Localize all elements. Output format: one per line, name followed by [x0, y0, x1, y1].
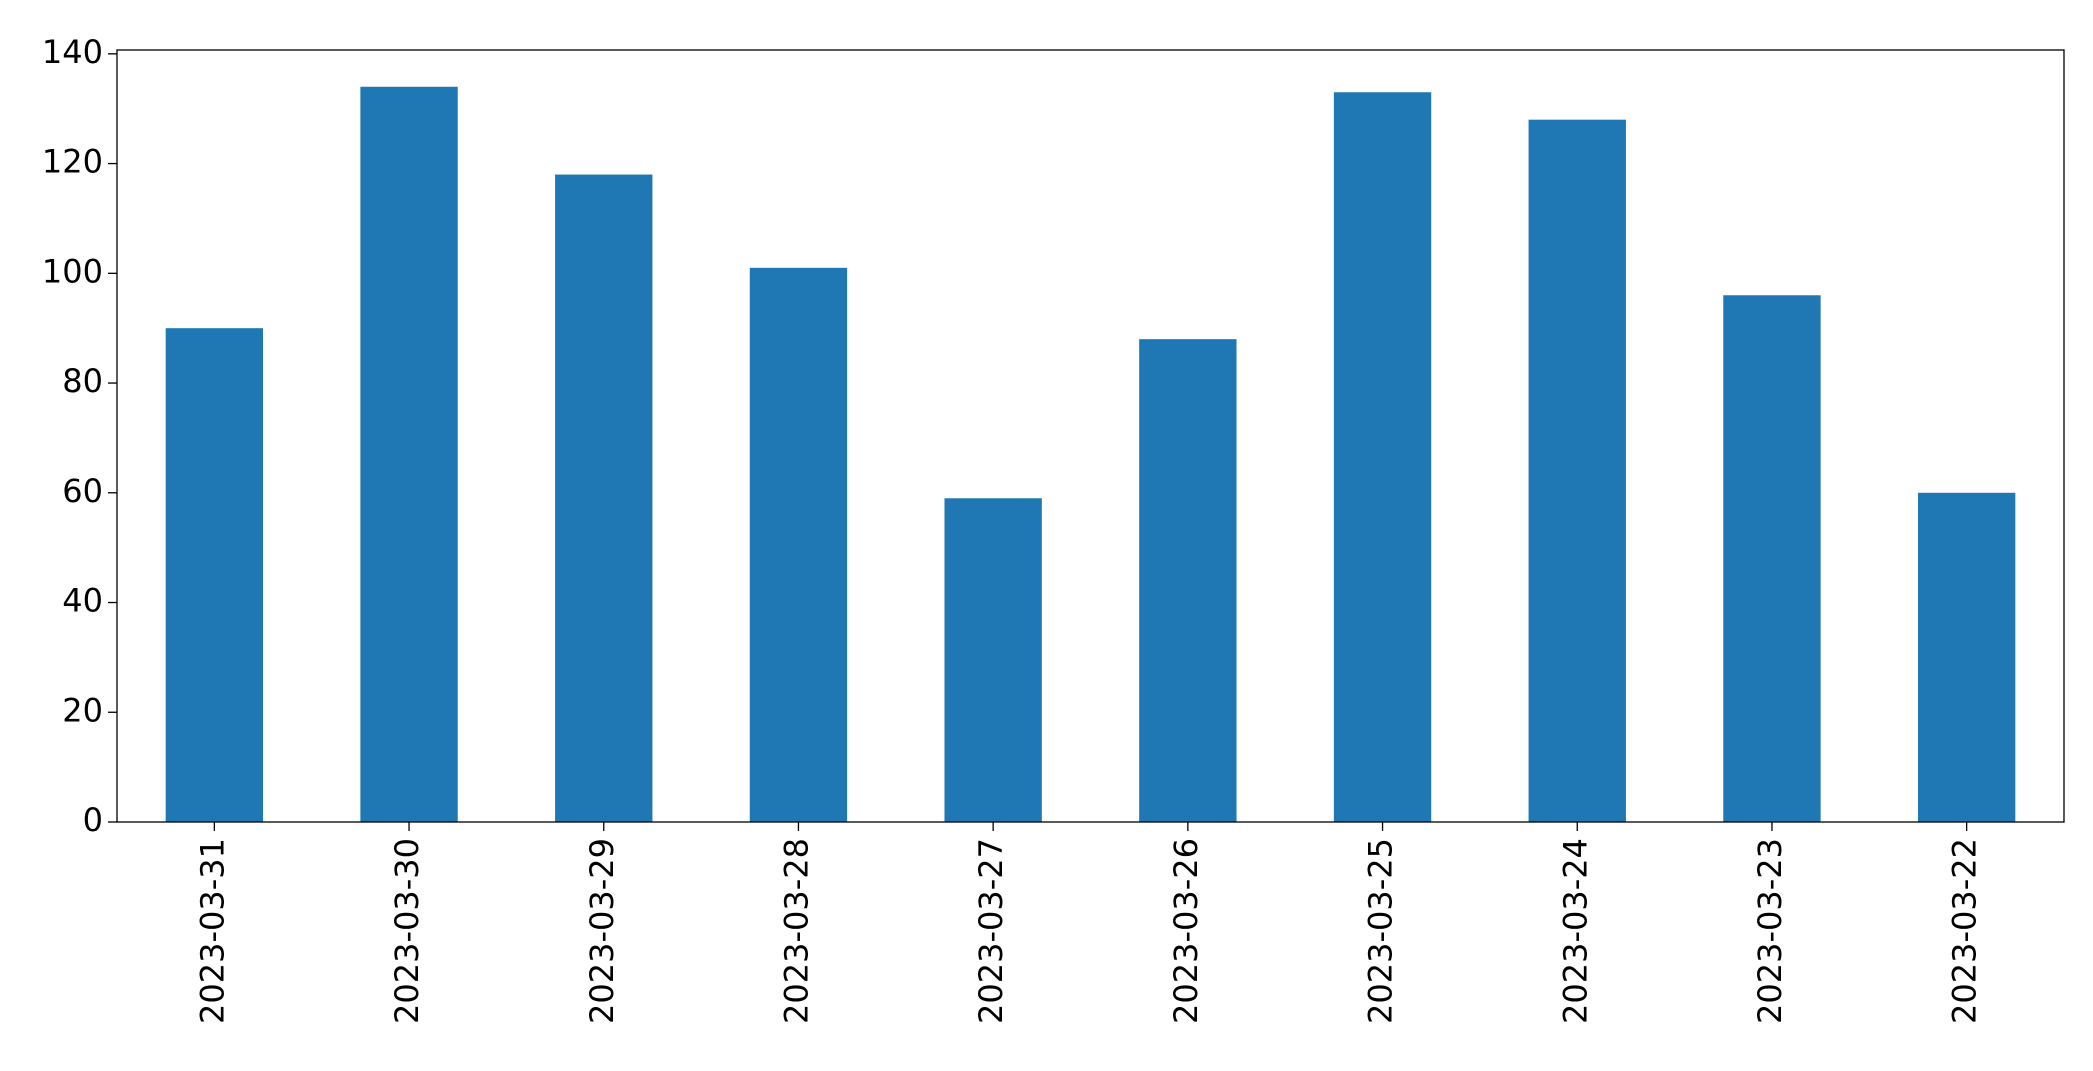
bar	[165, 328, 264, 822]
bar	[1723, 295, 1821, 822]
y-tick-label: 0	[83, 801, 103, 839]
x-tick-label: 2023-03-23	[1751, 838, 1789, 1024]
x-tick-label: 2023-03-30	[388, 838, 426, 1024]
y-tick-label: 80	[62, 362, 103, 400]
y-tick-label: 60	[62, 472, 103, 510]
x-tick-label: 2023-03-28	[777, 838, 815, 1024]
bar	[1528, 119, 1626, 823]
bar	[555, 174, 653, 823]
y-tick-label: 40	[62, 582, 103, 620]
x-tick-label: 2023-03-31	[193, 838, 231, 1024]
y-tick-label: 20	[62, 691, 103, 729]
bar	[1917, 492, 2016, 822]
plot-frame	[116, 49, 2065, 823]
x-tick-label: 2023-03-22	[1946, 838, 1984, 1024]
x-tick-label: 2023-03-26	[1167, 838, 1205, 1024]
bar	[360, 86, 458, 822]
bar	[1139, 339, 1237, 822]
x-tick-label: 2023-03-27	[972, 838, 1010, 1024]
x-tick-label: 2023-03-25	[1362, 838, 1400, 1024]
y-tick-label: 100	[42, 252, 103, 290]
bar	[944, 498, 1042, 822]
y-tick-label: 140	[42, 33, 103, 71]
x-tick-label: 2023-03-29	[583, 838, 621, 1024]
bar	[749, 267, 848, 822]
bar	[1333, 92, 1432, 822]
x-tick-label: 2023-03-24	[1556, 838, 1594, 1024]
y-tick-label: 120	[42, 143, 103, 181]
